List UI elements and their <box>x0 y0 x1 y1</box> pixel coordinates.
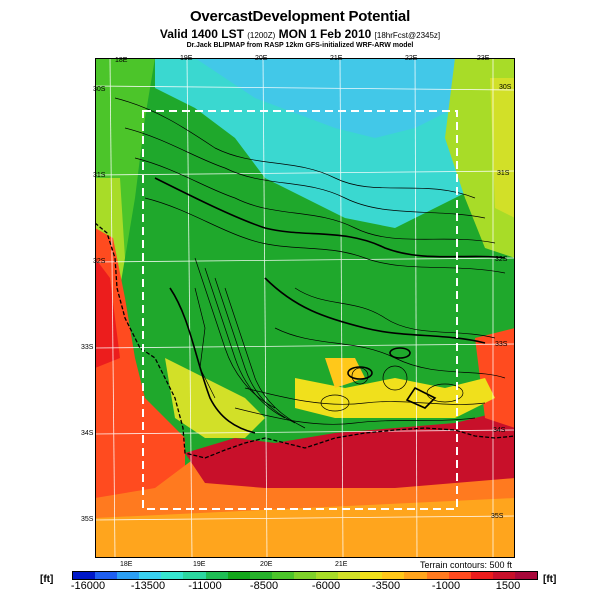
lat-label-left: 34S <box>81 430 94 437</box>
colorbar-swatch <box>117 572 140 579</box>
colorbar-swatch <box>73 572 96 579</box>
colorbar-swatch <box>183 572 206 579</box>
colorbar-swatch <box>139 572 162 579</box>
colorbar-swatch <box>360 572 383 579</box>
inner-domain-box <box>142 110 458 510</box>
utc-time: (1200Z) <box>247 31 276 40</box>
lon-label-top: 18E <box>115 57 128 64</box>
forecast-info: [18hrFcst@2345z] <box>374 31 441 40</box>
colorbar-swatch <box>404 572 427 579</box>
lon-label-top: 23E <box>477 55 490 62</box>
valid-time: Valid 1400 LST <box>159 27 244 41</box>
lat-label-left: 30S <box>93 86 106 93</box>
colorbar-swatch <box>316 572 339 579</box>
colorbar-swatch <box>470 572 493 579</box>
lat-label-left: 33S <box>81 344 94 351</box>
terrain-contours <box>114 97 506 429</box>
colorbar-swatch <box>382 572 405 579</box>
lon-label-top: 19E <box>180 55 193 62</box>
lon-label-bottom: 19E <box>193 561 206 568</box>
colorbar-swatch <box>95 572 118 579</box>
region-inland-yellow2 <box>295 378 495 418</box>
colorbar-unit-right: [ft] <box>543 574 557 585</box>
region-south-lightorange <box>95 498 515 558</box>
lat-label-right: 33S <box>495 341 508 348</box>
terrain-contours-bold <box>154 177 506 434</box>
region-ne-yellow <box>490 78 515 218</box>
lon-label-top: 20E <box>255 55 268 62</box>
colorbar-unit-left: [ft] <box>40 574 54 585</box>
colorbar-tick-label: -16000 <box>70 580 106 592</box>
colorbar-swatch <box>205 572 228 579</box>
colorbar-swatch <box>492 572 515 579</box>
region-west-deepred <box>95 258 120 368</box>
model-credit: Dr.Jack BLIPMAP from RASP 12km GFS-initi… <box>186 42 414 49</box>
region-west-red <box>95 228 185 528</box>
coastline <box>95 222 515 459</box>
colorbar-swatch <box>293 572 317 579</box>
valid-date: MON 1 Feb 2010 <box>278 27 372 41</box>
map-area: 18E 19E 20E 21E 22E 23E 18E 19E 20E 21E … <box>81 55 515 568</box>
lat-label-right: 32S <box>495 256 508 263</box>
colorbar-swatch <box>249 572 272 579</box>
lat-label-right: 35S <box>491 513 504 520</box>
colorbar-swatch <box>514 572 537 579</box>
lon-label-bottom: 18E <box>120 561 133 568</box>
colorbar-swatch <box>338 572 361 579</box>
region-lightblue <box>195 58 475 138</box>
lon-label-bottom: 21E <box>335 561 348 568</box>
lat-label-right: 30S <box>499 84 512 91</box>
colorbar <box>72 571 538 580</box>
lat-label-left: 35S <box>81 516 94 523</box>
terrain-contours-note: Terrain contours: 500 ft <box>419 560 512 570</box>
colorbar-tick-label: -8500 <box>249 580 279 592</box>
map-subtitle: Valid 1400 LST (1200Z) MON 1 Feb 2010 [1… <box>0 27 600 41</box>
colorbar-tick-label: -1000 <box>431 580 461 592</box>
colorbar-swatch <box>161 572 184 579</box>
region-inland-orange <box>325 358 365 388</box>
colorbar-tick-label: -3500 <box>371 580 401 592</box>
colorbar-tick-label: -6000 <box>311 580 341 592</box>
colorbar-swatch <box>227 572 250 579</box>
colorbar-swatch <box>448 572 471 579</box>
lat-label-left: 31S <box>93 172 106 179</box>
lon-label-bottom: 20E <box>260 561 273 568</box>
map-border <box>95 58 515 558</box>
lat-label-left: 32S <box>93 258 106 265</box>
graticule <box>95 58 515 558</box>
lon-label-top: 21E <box>330 55 343 62</box>
colorbar-swatch <box>426 572 449 579</box>
lat-label-right: 34S <box>493 427 506 434</box>
colorbar-swatch <box>271 572 294 579</box>
lon-label-top: 22E <box>405 55 418 62</box>
overcast-potential-map <box>95 58 515 558</box>
colorbar-tick-label: -11000 <box>188 580 222 592</box>
lat-label-right: 31S <box>497 170 510 177</box>
colorbar-tick-label: 1500 <box>495 580 521 592</box>
colorbar-tick-label: -13500 <box>130 580 166 592</box>
map-title: OvercastDevelopment Potential <box>189 8 411 25</box>
